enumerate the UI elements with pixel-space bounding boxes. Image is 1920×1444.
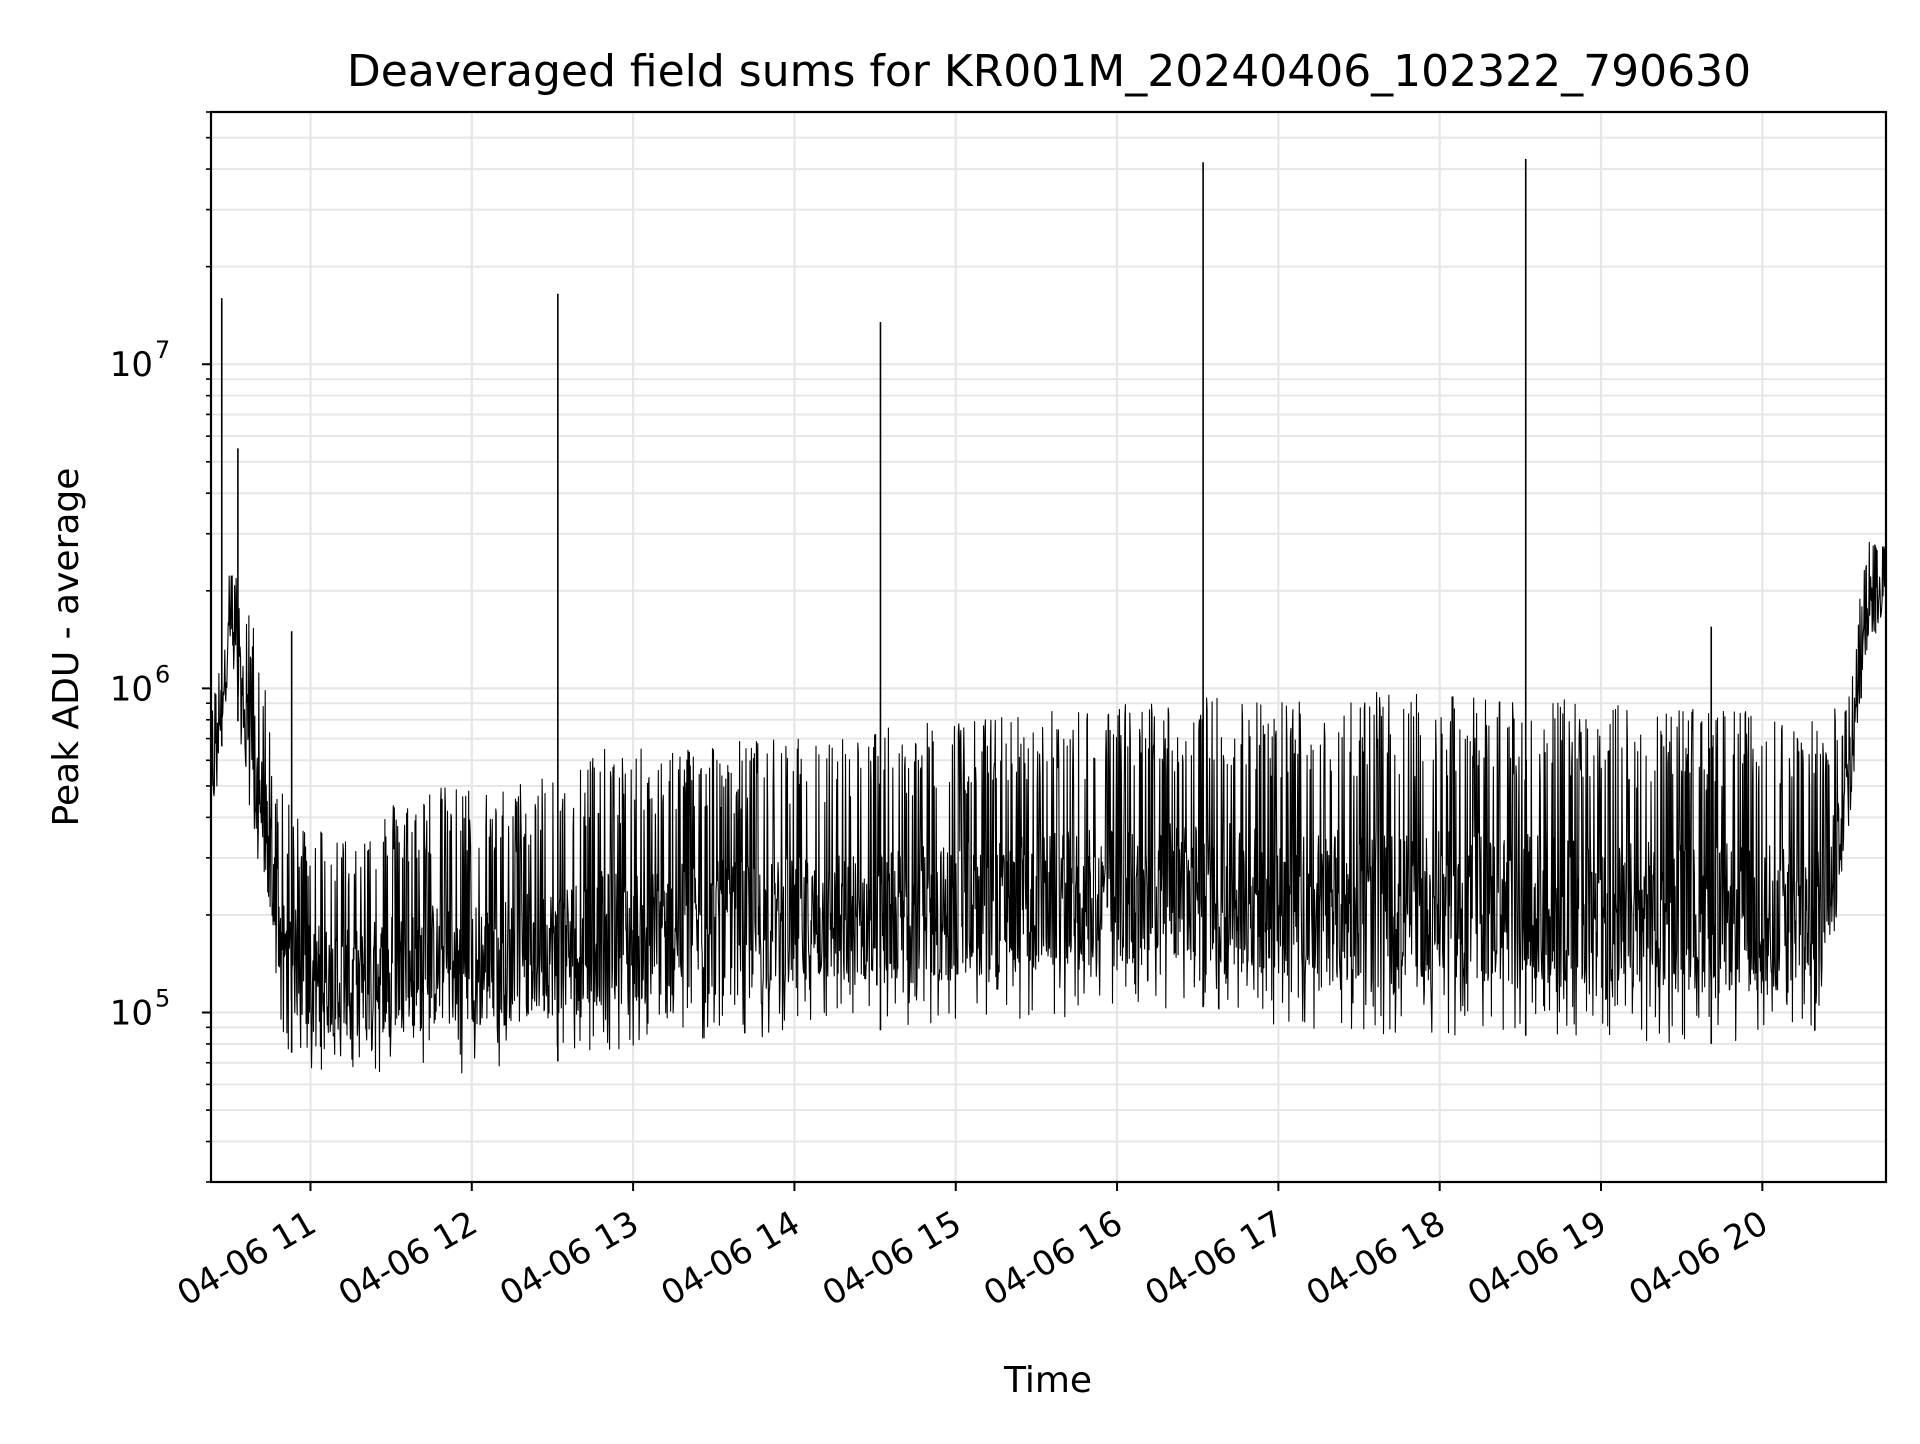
data-layer xyxy=(211,158,1886,1074)
y-tick-exponent: 6 xyxy=(155,660,170,688)
plot-frame xyxy=(209,110,1888,1184)
data-series-line xyxy=(211,541,1886,1074)
y-tick-exponent: 7 xyxy=(155,336,170,364)
x-axis-label: Time xyxy=(1003,1360,1092,1401)
y-tick-label: 10 xyxy=(110,669,153,709)
chart-title: Deaveraged field sums for KR001M_2024040… xyxy=(347,46,1751,97)
y-tick-label: 10 xyxy=(110,345,153,385)
y-tick-label: 10 xyxy=(110,994,153,1034)
y-tick-exponent: 5 xyxy=(155,985,170,1013)
y-axis-label: Peak ADU - average xyxy=(46,468,87,827)
